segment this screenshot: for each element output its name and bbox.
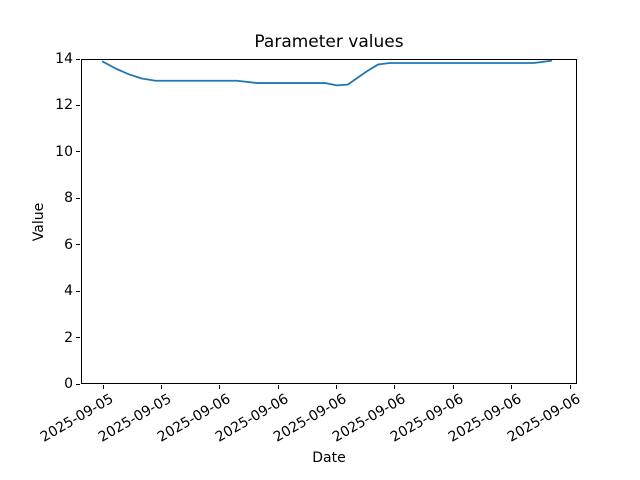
y-tick-mark	[76, 244, 80, 246]
y-tick-label: 0	[64, 376, 73, 392]
y-tick-label: 8	[64, 190, 73, 207]
y-axis-label: Value	[31, 202, 47, 242]
y-tick-mark	[76, 337, 80, 339]
x-tick-mark	[569, 385, 571, 389]
x-tick-mark	[102, 385, 104, 389]
y-tick-label: 6	[64, 236, 73, 253]
line-series-svg	[101, 60, 553, 87]
chart-title: Parameter values	[254, 32, 404, 52]
x-tick-mark	[336, 385, 338, 389]
y-tick-mark	[76, 58, 80, 60]
plot-area	[81, 59, 577, 384]
x-tick-mark	[452, 385, 454, 389]
x-tick-mark	[161, 385, 163, 389]
x-tick-mark	[511, 385, 513, 389]
y-tick-label: 4	[64, 283, 73, 300]
y-tick-mark	[76, 290, 80, 292]
parameter-line-series	[101, 60, 553, 87]
y-tick-mark	[76, 383, 80, 385]
x-tick-mark	[219, 385, 221, 389]
y-tick-label: 14	[55, 51, 73, 67]
x-tick-mark	[394, 385, 396, 389]
y-tick-label: 2	[64, 329, 73, 346]
y-tick-mark	[76, 151, 80, 153]
y-tick-mark	[76, 197, 80, 199]
y-tick-label: 12	[55, 97, 73, 114]
y-tick-label: 10	[55, 143, 73, 160]
x-axis-label: Date	[312, 450, 346, 466]
y-tick-mark	[76, 104, 80, 106]
x-tick-mark	[277, 385, 279, 389]
